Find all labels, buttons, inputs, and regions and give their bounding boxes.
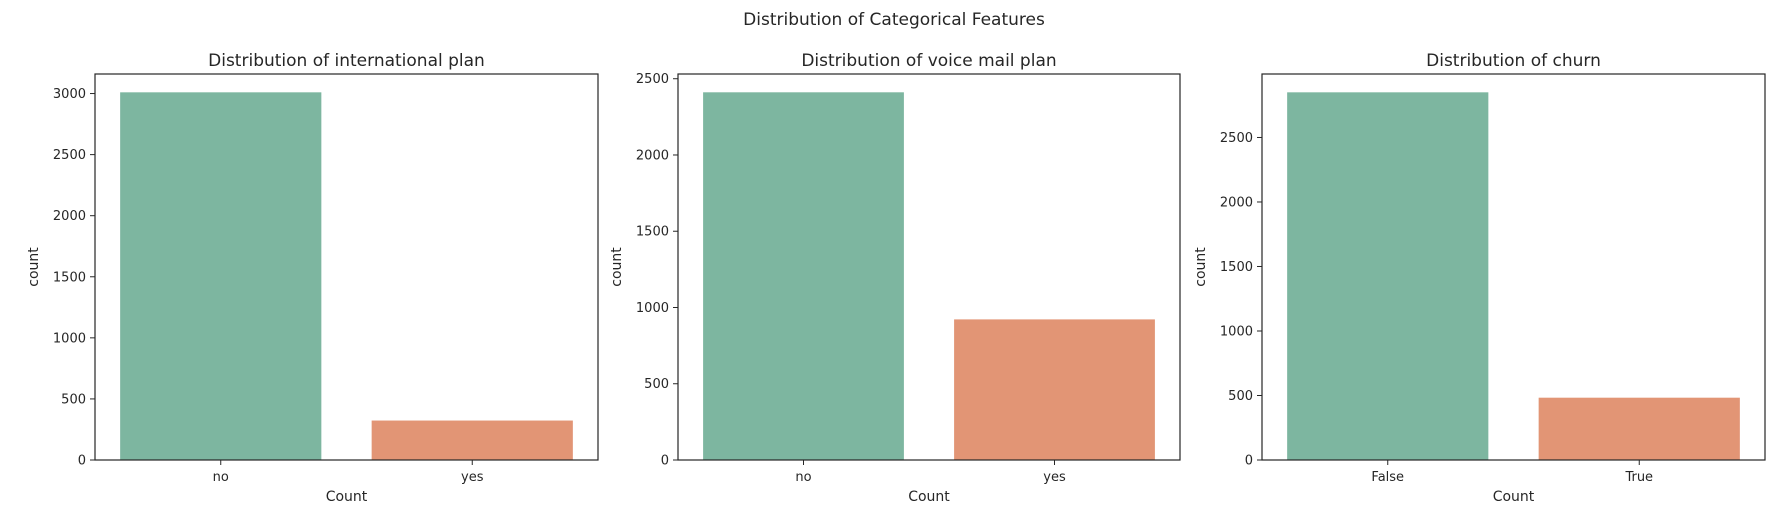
y-tick-label: 1500 xyxy=(1220,260,1253,275)
x-tick-label: yes xyxy=(461,470,484,485)
x-tick-label: True xyxy=(1624,470,1653,485)
x-axis-label: Count xyxy=(1493,489,1535,505)
bar-no xyxy=(120,92,322,460)
subplot-1: no yes 0 500 1000 1500 2000 2500 3000 Distributio… xyxy=(26,51,599,505)
y-tick-label: 2000 xyxy=(1220,195,1253,210)
axes-frame xyxy=(1261,73,1766,461)
y-tick-label: 2000 xyxy=(53,209,86,224)
y-tick-label: 3000 xyxy=(53,87,86,102)
subplot-title: Distribution of churn xyxy=(1426,51,1601,71)
y-axis-label: count xyxy=(26,247,42,287)
bar-false xyxy=(1287,92,1489,460)
y-tick-label: 500 xyxy=(61,392,86,407)
subplot-3: False True 0 500 1000 1500 2000 2500 Distributio… xyxy=(1193,51,1766,505)
y-tick-label: 500 xyxy=(1228,389,1253,404)
y-tick-label: 1000 xyxy=(1220,324,1253,339)
subplot-grid: no yes 0 500 1000 1500 2000 2500 3000 Distributio… xyxy=(26,51,1766,505)
y-tick-label: 1500 xyxy=(636,225,669,240)
x-tick-label: no xyxy=(795,470,811,485)
y-tick-label: 1000 xyxy=(636,301,669,316)
axes-frame xyxy=(677,73,1181,461)
subplot-title: Distribution of international plan xyxy=(208,51,485,71)
bar-yes xyxy=(371,420,573,460)
x-tick-label: yes xyxy=(1043,470,1066,485)
y-tick-label: 500 xyxy=(644,377,669,392)
x-axis-label: Count xyxy=(908,489,950,505)
bar-true xyxy=(1538,397,1740,460)
y-tick-label: 2500 xyxy=(636,72,669,87)
subplot-title: Distribution of voice mail plan xyxy=(801,51,1056,71)
y-tick-label: 2500 xyxy=(1220,131,1253,146)
y-tick-label: 1000 xyxy=(53,331,86,346)
y-tick-label: 2000 xyxy=(636,148,669,163)
y-axis-label: count xyxy=(609,247,625,287)
x-axis-label: Count xyxy=(326,489,368,505)
subplot-2: no yes 0 500 1000 1500 2000 2500 Distribution of… xyxy=(609,51,1181,505)
y-tick-label: 0 xyxy=(1245,454,1253,469)
axes-frame xyxy=(94,73,599,461)
y-tick-label: 1500 xyxy=(53,270,86,285)
x-tick-label: False xyxy=(1371,470,1404,485)
y-tick-label: 2500 xyxy=(53,148,86,163)
x-tick-label: no xyxy=(213,470,229,485)
bar-no xyxy=(703,92,904,461)
y-axis-label: count xyxy=(1193,247,1209,287)
y-tick-label: 0 xyxy=(661,454,669,469)
y-tick-label: 0 xyxy=(78,454,86,469)
figure-title: Distribution of Categorical Features xyxy=(743,10,1045,30)
bar-yes xyxy=(954,319,1155,460)
